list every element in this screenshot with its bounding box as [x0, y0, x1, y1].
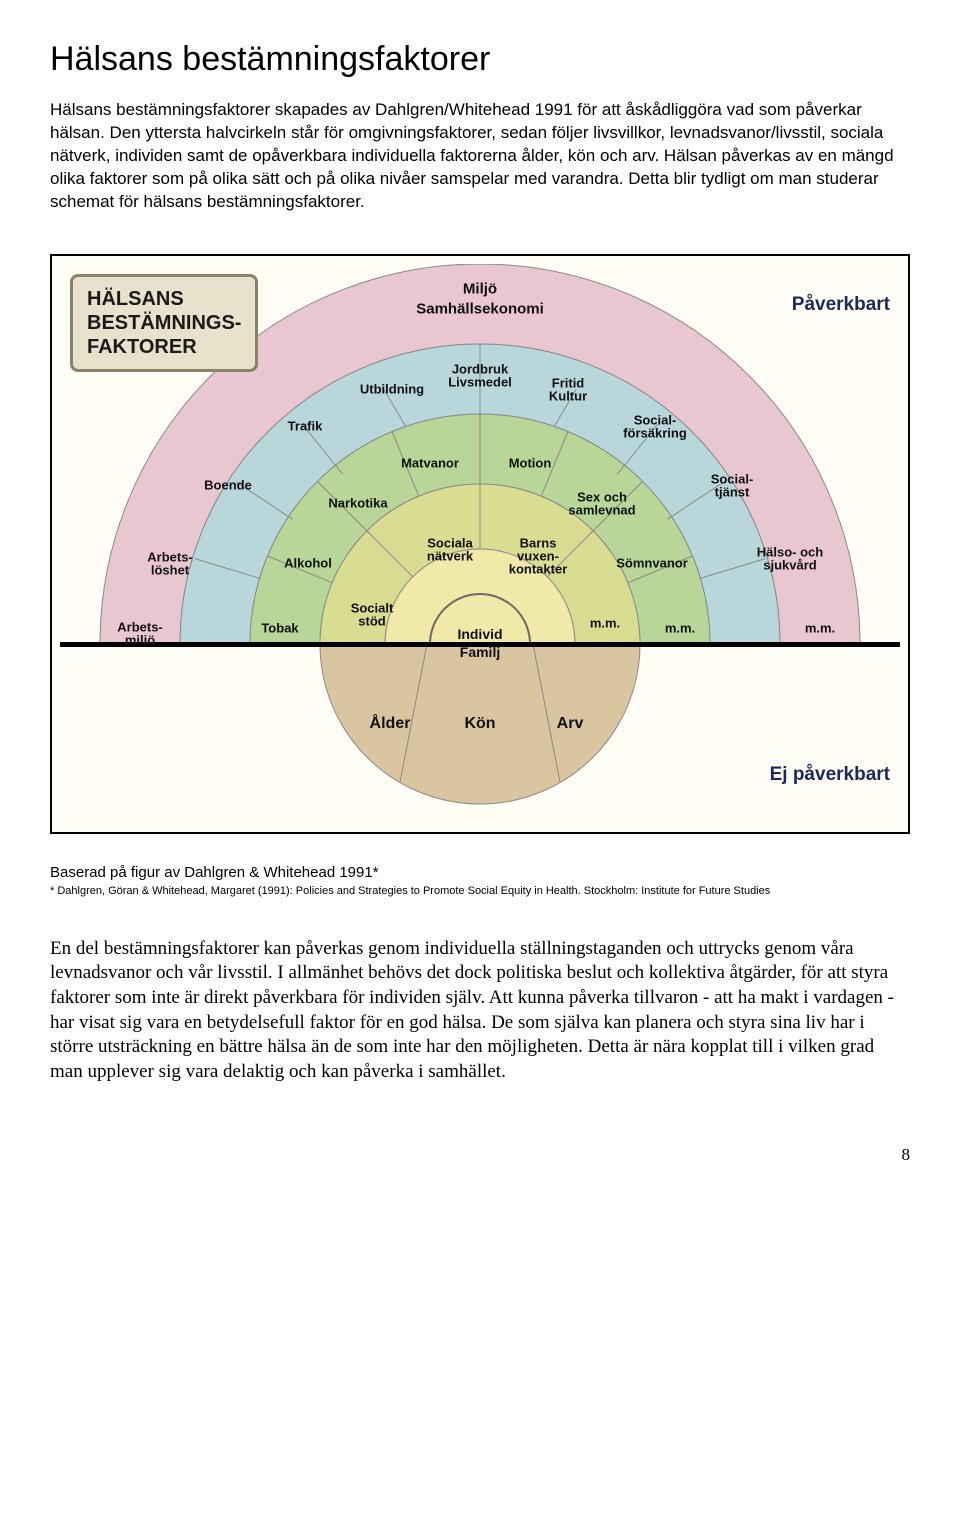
r4-0b: miljö — [125, 633, 155, 648]
core-l2: Familj — [460, 644, 500, 660]
figure-container: HÄLSANS BESTÄMNINGS- FAKTORER Påverkbart… — [50, 254, 910, 834]
r4-8b: tjänst — [715, 485, 750, 500]
bottom-mid: Kön — [464, 714, 495, 732]
r4-9b: sjukvård — [763, 558, 816, 573]
core-l1: Individ — [457, 626, 502, 642]
r4-7b: försäkring — [623, 426, 687, 441]
r3-3: Matvanor — [401, 456, 459, 471]
r2-0b: stöd — [358, 614, 385, 629]
r4-3: Trafik — [288, 419, 323, 434]
r4-2: Boende — [204, 478, 252, 493]
r3-6: Sömnvanor — [616, 556, 688, 571]
figure-footnote: * Dahlgren, Göran & Whitehead, Margaret … — [50, 885, 910, 897]
body-paragraph: En del bestämningsfaktorer kan påverkas … — [50, 937, 910, 1085]
bottom-right: Arv — [557, 714, 584, 732]
r3-2: Narkotika — [328, 496, 387, 511]
page-number: 8 — [50, 1145, 910, 1165]
r2-2c: kontakter — [509, 562, 568, 577]
r2-3: m.m. — [590, 616, 620, 631]
r3-5b: samlevnad — [568, 503, 635, 518]
figure-inner: HÄLSANS BESTÄMNINGS- FAKTORER Påverkbart… — [60, 264, 900, 824]
r4-10: m.m. — [805, 621, 835, 636]
r4-5b: Livsmedel — [448, 375, 512, 390]
bottom-left: Ålder — [370, 714, 411, 732]
outer-l2: Samhällsekonomi — [416, 300, 544, 317]
r2-1b: nätverk — [427, 549, 473, 564]
label-paverkbart: Påverkbart — [792, 294, 890, 316]
title-l3: FAKTORER — [87, 335, 241, 359]
title-l1: HÄLSANS — [87, 287, 241, 311]
label-ej-paverkbart: Ej påverkbart — [770, 764, 890, 786]
figure-title-box: HÄLSANS BESTÄMNINGS- FAKTORER — [70, 274, 258, 372]
r3-0: Tobak — [261, 621, 298, 636]
r3-7: m.m. — [665, 621, 695, 636]
r3-4: Motion — [509, 456, 552, 471]
title-l2: BESTÄMNINGS- — [87, 311, 241, 335]
r4-1b: löshet — [151, 563, 189, 578]
outer-l1: Miljö — [463, 280, 497, 297]
r3-1: Alkohol — [284, 556, 332, 571]
figure-caption: Baserad på figur av Dahlgren & Whitehead… — [50, 864, 910, 881]
intro-paragraph: Hälsans bestämningsfaktorer skapades av … — [50, 99, 910, 214]
r4-6b: Kultur — [549, 389, 587, 404]
page-heading: Hälsans bestämningsfaktorer — [50, 40, 910, 79]
r4-4: Utbildning — [360, 382, 424, 397]
